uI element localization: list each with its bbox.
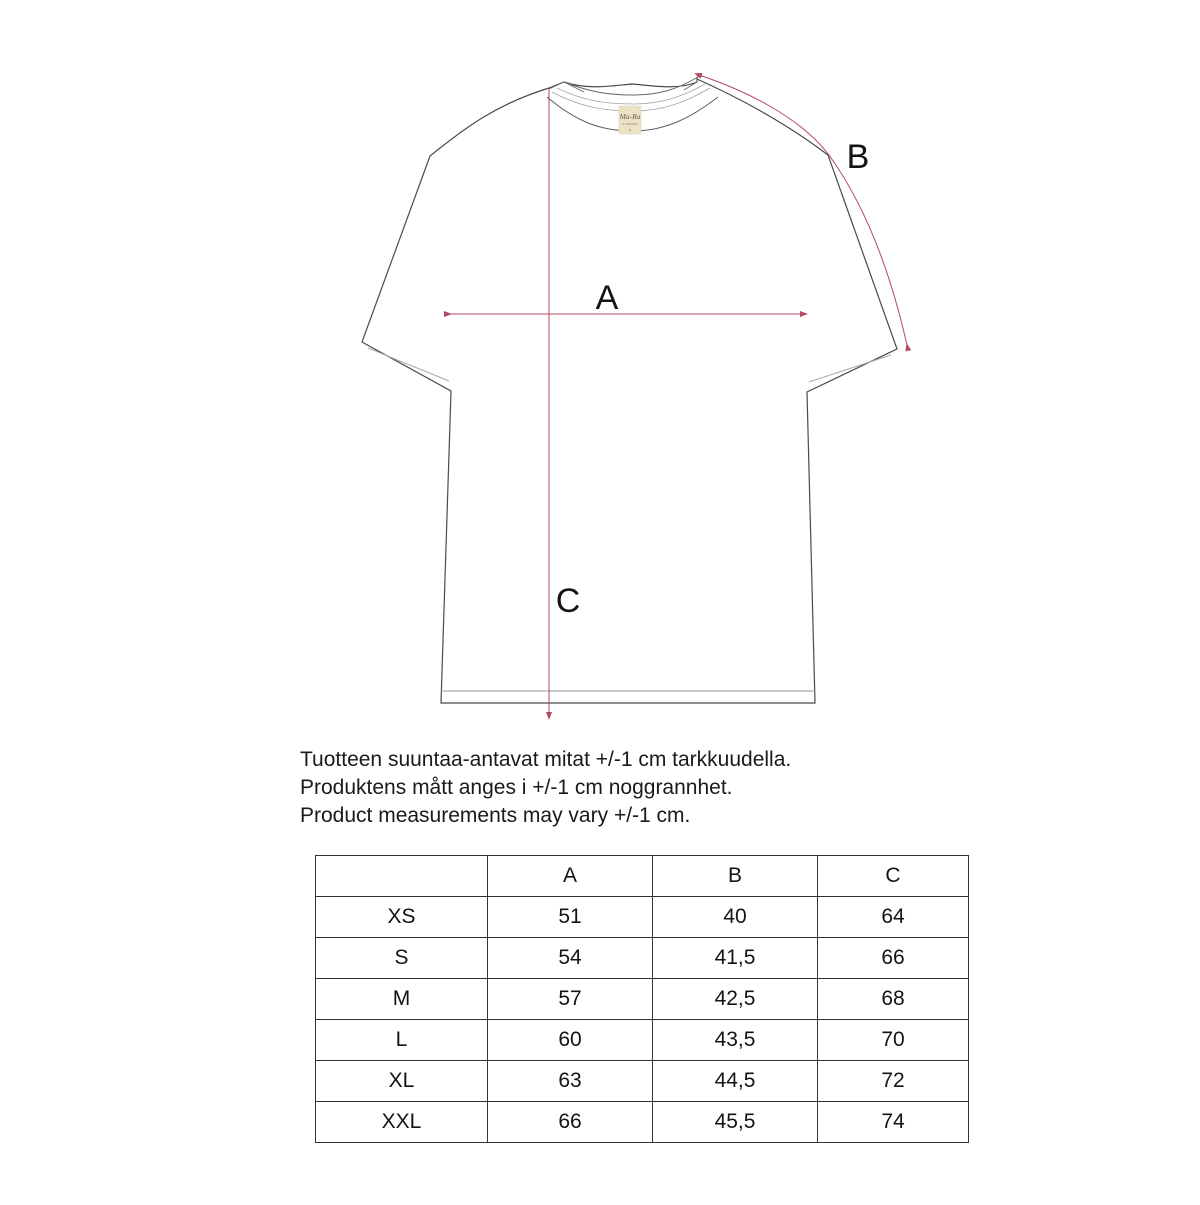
svg-text:B: B <box>847 138 870 176</box>
svg-text:Ma-Ra: Ma-Ra <box>619 112 641 121</box>
svg-text:A: A <box>596 279 619 317</box>
svg-text:& FRIENDS: & FRIENDS <box>622 122 638 126</box>
svg-text:M: M <box>629 128 631 132</box>
svg-text:C: C <box>556 582 581 620</box>
